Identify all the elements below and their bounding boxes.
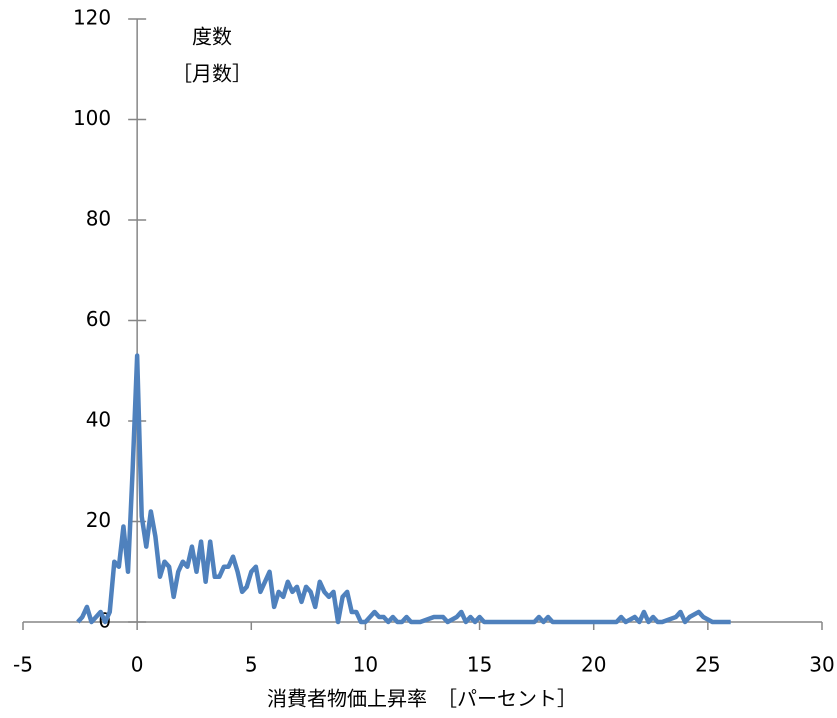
x-tick-label: 5 <box>245 653 258 677</box>
y-tick-label: 60 <box>86 307 111 331</box>
y-tick-label: 80 <box>86 207 111 231</box>
y-axis-label: ［月数］ <box>172 62 252 86</box>
y-tick-label: 100 <box>73 106 111 130</box>
x-tick-label: 0 <box>131 653 144 677</box>
y-tick-label: 20 <box>86 508 111 532</box>
x-tick-label: 15 <box>467 653 492 677</box>
x-tick-label: 30 <box>809 653 834 677</box>
x-tick-label: 20 <box>581 653 606 677</box>
x-tick-label: -5 <box>13 653 33 677</box>
data-line <box>76 353 731 625</box>
x-axis-label: 消費者物価上昇率 ［パーセント］ <box>267 687 577 711</box>
y-axis-label: 度数 <box>192 25 232 49</box>
y-tick-label: 120 <box>73 6 111 30</box>
y-tick-label: 40 <box>86 408 111 432</box>
x-tick-label: 25 <box>695 653 720 677</box>
x-tick-label: 10 <box>353 653 378 677</box>
